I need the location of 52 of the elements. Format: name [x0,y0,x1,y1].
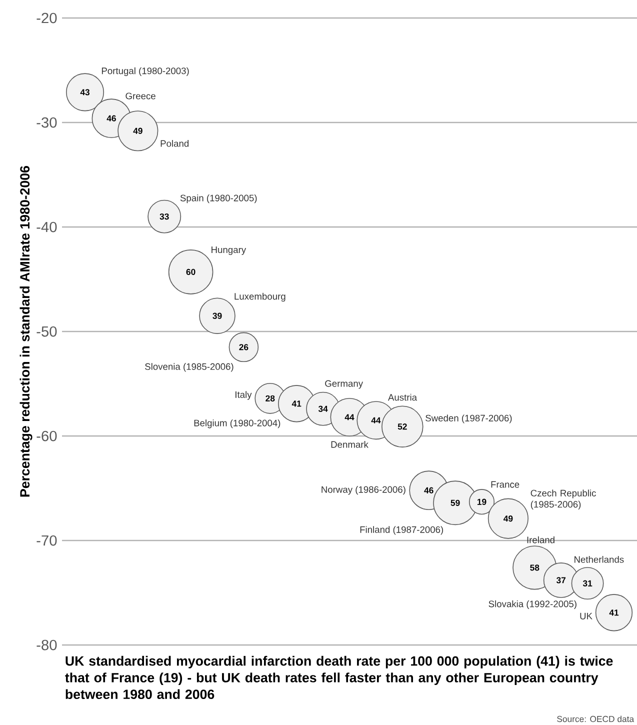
annotation: 37 [556,577,566,584]
source-note: Source: OECD data [557,716,634,722]
series-label: UK [580,612,592,620]
y-axis-title: Percentage reduction in standard AMIrate 1980-2006 [20,166,32,497]
series-label: Portugal (1980-2003) [102,67,189,76]
y-tick-label: -30 [36,117,57,128]
series-label: Czech Republic (1985-2006) [530,490,596,510]
text: UK standardised myocardial infarction death rate per 100 000 population (41) is twice that of France (19) - but UK death rates fell faster than any other European country between 1980 and 2006 [65,656,613,700]
annotation: 41 [292,400,302,407]
annotation: 28 [266,395,275,402]
annotation: 49 [133,128,142,134]
annotation: 44 [371,417,381,424]
y-tick-label: -50 [36,326,57,337]
series-label: Sweden (1987-2006) [426,414,512,424]
series-label: Finland (1987-2006) [360,526,444,535]
series-label: Belgium (1980-2004) [194,419,280,428]
annotation: 39 [212,312,222,319]
annotation: 41 [609,610,619,616]
legend-label: Greece [126,92,156,100]
annotation: 52 [398,424,407,430]
annotation: 60 [186,268,196,276]
annotation: 46 [424,487,434,494]
series-label: Luxembourg [234,292,286,302]
annotation: 34 [318,406,328,412]
series-label: Denmark [331,440,368,448]
series-label: Italy [236,391,252,400]
series-label: Germany [325,380,364,389]
series-label: Netherlands [574,556,624,563]
series-label: Spain (1980-2005) [180,194,257,204]
series-label: Austria [388,394,418,401]
annotation: 26 [239,344,248,350]
annotation: 44 [344,414,354,420]
y-tick-label: -80 [36,640,57,650]
series-label: Hungary [212,246,246,255]
annotation: 31 [582,580,592,586]
series-label: France [491,481,520,488]
annotation: 49 [504,515,513,522]
annotation: 46 [106,115,116,122]
y-tick-label: -60 [36,430,57,442]
series-label: Slovenia (1985-2006) [145,363,234,372]
series-label: Slovakia (1992-2005) [488,600,576,610]
y-tick-label: -40 [36,222,57,232]
series-label: Ireland [527,536,554,544]
annotation: 43 [80,89,90,96]
y-tick-label: -20 [36,12,57,24]
annotation: 58 [530,564,540,571]
annotation: 33 [160,213,169,220]
series-label: Norway (1986-2006) [322,486,406,495]
annotation: 19 [477,498,486,505]
y-tick-label: -70 [36,535,57,546]
annotation: 59 [450,500,460,506]
series-label: Poland [160,140,189,147]
